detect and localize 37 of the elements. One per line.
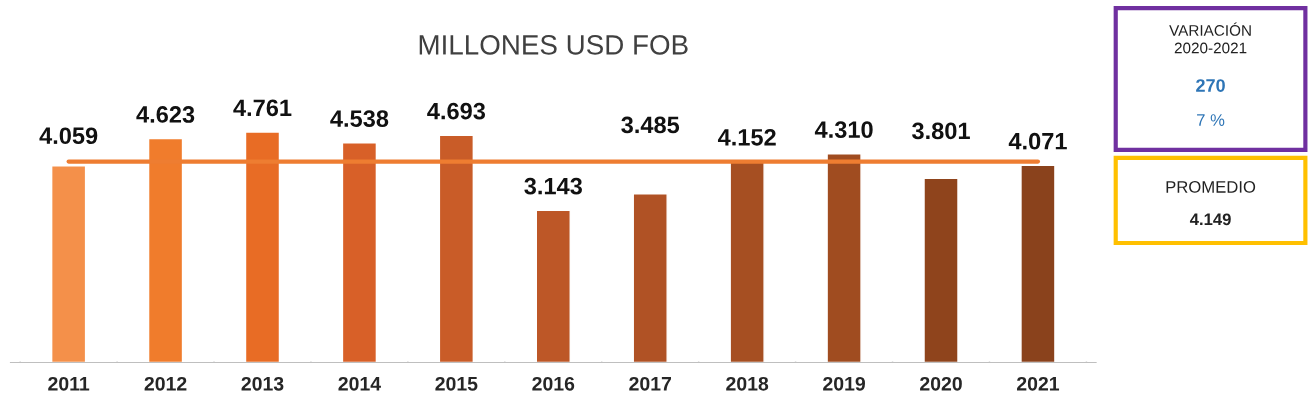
data-label: 3.143 — [524, 177, 582, 195]
x-tick-label: 2015 — [435, 376, 478, 391]
x-tick-label: 2019 — [823, 376, 865, 391]
text: VARIACIÓN 2020-2021 — [1169, 22, 1251, 54]
x-tick-label: 2018 — [726, 376, 769, 391]
bar — [244, 131, 281, 363]
bar — [1020, 164, 1056, 363]
bar — [438, 134, 475, 363]
x-tick-label: 2016 — [532, 376, 575, 391]
data-label: 4.623 — [136, 106, 195, 123]
x-tick-label: 2013 — [241, 376, 284, 391]
x-tick-label: 2014 — [338, 376, 381, 391]
chart-title: MILLONES USD FOB — [419, 35, 688, 55]
data-label: 4.761 — [233, 99, 292, 117]
data-label: 3.801 — [912, 122, 970, 140]
x-tick-label: 2012 — [144, 376, 187, 391]
text: 7 % — [1197, 114, 1225, 126]
data-label: 3.485 — [621, 116, 680, 134]
x-tick-label: 2021 — [1016, 376, 1060, 391]
bar — [50, 165, 87, 363]
bar — [535, 209, 571, 363]
text: PROMEDIO — [1166, 181, 1256, 193]
bar — [923, 177, 959, 363]
x-tick-label: 2020 — [920, 376, 962, 391]
data-label: 4.310 — [814, 121, 873, 139]
x-tick-label: 2017 — [629, 376, 671, 391]
bar — [632, 193, 668, 363]
data-label: 4.059 — [39, 127, 98, 145]
data-label: 4.693 — [427, 102, 486, 120]
data-label: 4.538 — [330, 110, 389, 127]
text: 270 — [1196, 79, 1225, 92]
bar — [341, 142, 378, 363]
data-label: 4.071 — [1008, 132, 1067, 150]
text: 4.149 — [1189, 213, 1231, 226]
data-label: 4.152 — [717, 128, 776, 146]
x-tick-label: 2011 — [48, 376, 90, 391]
bar — [826, 153, 862, 363]
